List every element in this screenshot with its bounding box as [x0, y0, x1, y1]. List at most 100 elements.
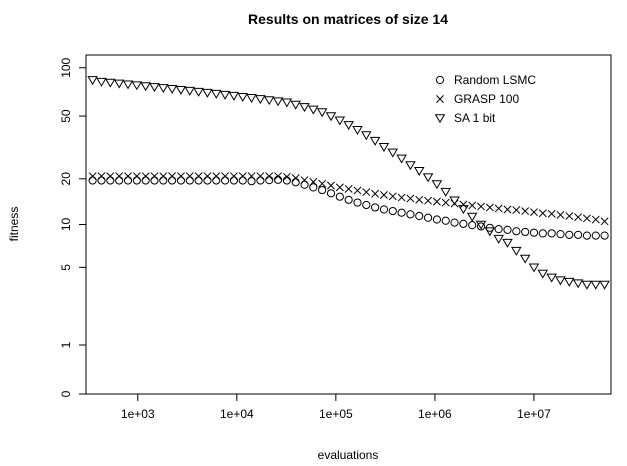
plot-frame	[85, 54, 612, 395]
y-tick-label-5: 50	[59, 109, 73, 123]
series-0-point-52	[547, 229, 556, 238]
x-tick-label-3: 1e+06	[418, 407, 452, 421]
series-2-point-9	[166, 85, 178, 94]
series-2-point-8	[158, 84, 169, 94]
series-1-point-43	[468, 201, 477, 210]
series-0-point-24	[300, 180, 309, 189]
series-0-point-44	[476, 222, 486, 231]
series-2-point-35	[396, 154, 407, 164]
series-1-point-12	[194, 172, 203, 181]
series-0-point-20	[265, 176, 274, 185]
series-2-point-12	[193, 87, 204, 97]
series-0-point-38	[423, 213, 433, 222]
series-2-point-29	[343, 121, 354, 131]
series-1-point-54	[565, 212, 574, 220]
series-0-point-36	[406, 210, 415, 219]
series-0-point-34	[388, 206, 397, 216]
series-0-point-31	[362, 200, 371, 210]
series-0-point-39	[432, 215, 442, 224]
legend-label-0: Random LSMC	[454, 73, 536, 87]
series-1	[88, 172, 609, 226]
series-2-point-51	[537, 269, 549, 279]
series-1-point-49	[521, 207, 530, 216]
series-0-point-55	[574, 230, 583, 239]
series-2-point-26	[316, 108, 328, 118]
series-0-point-53	[556, 230, 565, 239]
series-1-point-8	[159, 172, 168, 181]
data-points	[87, 76, 610, 290]
series-0-point-15	[220, 176, 230, 185]
series-2-point-15	[219, 90, 231, 100]
series-1-point-32	[371, 189, 380, 198]
series-2-point-22	[281, 98, 293, 108]
x-axis-label: evaluations	[318, 448, 379, 462]
series-0-point-2	[106, 176, 115, 185]
legend-label-1: GRASP 100	[454, 92, 519, 106]
series-0-point-1	[97, 176, 106, 185]
series-2-point-49	[519, 254, 531, 264]
series-0-point-16	[229, 176, 239, 185]
series-2-point-43	[466, 212, 478, 222]
series-1-point-13	[203, 172, 212, 181]
series-2-point-25	[308, 105, 319, 115]
series-2-point-13	[202, 88, 213, 98]
series-2-point-27	[325, 112, 337, 122]
series-2-point-52	[546, 273, 557, 283]
series-2-point-32	[369, 136, 381, 146]
series-0-point-28	[335, 192, 344, 201]
series-2-point-34	[387, 148, 399, 158]
series-1-point-33	[379, 191, 388, 199]
series-2	[87, 76, 610, 290]
series-2-point-1	[96, 77, 107, 87]
series-1-point-2	[106, 172, 115, 181]
series-2-point-18	[246, 94, 257, 104]
series-0-point-56	[582, 231, 592, 240]
series-0-point-40	[441, 216, 450, 225]
series-1-point-37	[415, 195, 424, 204]
series-2-point-47	[502, 238, 513, 248]
series-2-point-31	[361, 131, 372, 141]
series-0-point-50	[529, 228, 539, 237]
series-2-point-5	[131, 81, 143, 91]
series-1-point-46	[494, 204, 503, 213]
x-axis: 1e+03 1e+04 1e+05 1e+06 1e+07	[121, 394, 551, 421]
series-0-point-21	[273, 175, 283, 184]
series-2-point-4	[122, 80, 134, 90]
series-2-point-33	[378, 143, 390, 153]
series-1-point-17	[238, 172, 247, 181]
y-tick-label-1: 1	[59, 341, 73, 348]
series-0-point-8	[159, 176, 168, 185]
series-1-point-31	[362, 188, 371, 197]
series-2-point-10	[175, 85, 187, 95]
series-0-point-18	[247, 177, 256, 186]
series-2-point-6	[140, 82, 151, 92]
series-0-point-10	[176, 176, 186, 185]
series-2-point-37	[413, 167, 425, 177]
series-1-point-0	[88, 172, 97, 181]
series-2-point-54	[564, 277, 575, 287]
series-1-point-39	[432, 197, 441, 206]
series-2-point-7	[149, 83, 160, 93]
series-2-point-42	[458, 205, 469, 215]
y-tick-label-2: 5	[59, 264, 73, 271]
legend-marker-1	[436, 95, 444, 103]
series-0-point-32	[371, 203, 380, 212]
series-0-point-30	[353, 198, 362, 207]
y-tick-label-0: 0	[59, 390, 73, 397]
series-1-point-34	[388, 192, 397, 201]
series-2-point-55	[572, 279, 584, 289]
series-2-point-19	[255, 95, 266, 105]
legend-marker-2	[434, 114, 446, 124]
series-1-point-26	[318, 179, 327, 188]
series-0-point-9	[168, 176, 177, 185]
series-0-point-47	[503, 225, 512, 234]
y-tick-label-6: 100	[59, 57, 73, 77]
series-0-point-14	[212, 176, 221, 185]
series-0-point-58	[600, 231, 609, 240]
legend-label-2: SA 1 bit	[454, 111, 496, 125]
series-2-point-38	[422, 173, 434, 183]
series-1-point-7	[150, 172, 159, 181]
series-1-point-29	[344, 184, 353, 193]
series-1-point-57	[591, 215, 600, 224]
series-1-point-25	[309, 177, 318, 186]
